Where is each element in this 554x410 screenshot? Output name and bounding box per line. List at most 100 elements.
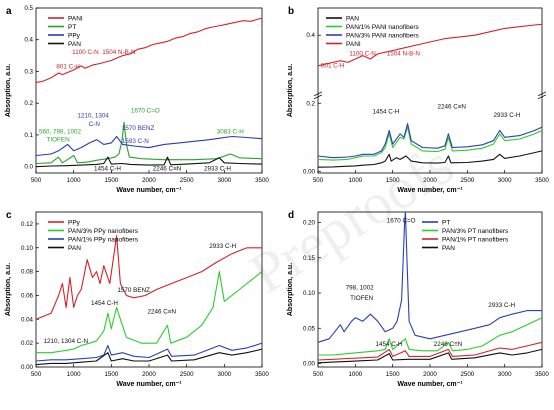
panel-a: 500 1000 1500 2000 2500 3000 3500 0.0 0.1 0.2 0.3 0…	[5, 5, 269, 194]
y-tick-label: 0.00	[303, 168, 316, 175]
legend-label: PAN/1% PT nanofibers	[442, 236, 509, 243]
x-tick-label: 1500	[386, 177, 400, 184]
y-tick-label: 0.15	[303, 255, 316, 262]
y-tick-label: 0.2	[306, 100, 315, 107]
x-tick-label: 3500	[535, 371, 549, 378]
series-line-pan-3-pani-nanofibers	[317, 123, 543, 159]
annotation-label: 560, 798, 1002	[39, 128, 82, 135]
y-tick-label: 0.5	[24, 5, 33, 12]
x-tick-label: 3000	[217, 371, 231, 378]
annotation-label: 1570 BENZ	[122, 125, 155, 132]
x-axis-title: Wave number, cm⁻¹	[397, 381, 463, 388]
annotation-label: 1504 N-B-N	[102, 49, 136, 56]
annotation-label: 1210, 1304 C-N	[44, 338, 89, 345]
annotation-label: 2933 C-H	[488, 302, 515, 309]
annotation-label: 1504 N-B-N	[387, 51, 421, 58]
series-line-pan	[35, 156, 263, 168]
y-tick-label: 0.0	[24, 164, 33, 171]
x-tick-label: 1500	[104, 371, 118, 378]
x-tick-label: 2000	[423, 371, 437, 378]
y-tick-label: 0.2	[24, 100, 33, 107]
legend-label: PT	[68, 24, 76, 31]
annotation-label: 2933 C-H	[204, 165, 231, 172]
legend-label: PT	[442, 219, 450, 226]
series-line-pan-1-pani-nanofibers	[317, 126, 543, 161]
legend-label: PPy	[68, 32, 81, 39]
y-tick-label: 0.00	[21, 364, 34, 371]
series-line-pan-3-ppy-nanofibers	[36, 271, 263, 354]
x-tick-label: 1000	[348, 371, 362, 378]
y-tick-label: 0.02	[21, 340, 34, 347]
x-tick-label: 2500	[180, 177, 194, 184]
x-tick-label: 2000	[142, 177, 156, 184]
series-line-pan-3-pt-nanofibers	[318, 317, 543, 356]
annotation-label: C-N	[89, 121, 101, 128]
annotation-label: 1210, 1304	[77, 112, 109, 119]
y-tick-label: 0.20	[303, 220, 316, 227]
y-tick-label: 0.04	[21, 316, 34, 323]
annotation-label: 1670 C=O	[387, 218, 416, 225]
annotation-label: 801 C-H	[321, 63, 345, 70]
series-line-pt	[35, 121, 263, 165]
x-tick-label: 1500	[386, 371, 400, 378]
axis-break-mark	[313, 94, 323, 100]
annotation-label: 1454 C-H	[91, 300, 118, 307]
annotation-label: 1100 C-N	[349, 51, 376, 58]
y-tick-label: 0.10	[303, 290, 316, 297]
legend-label: PAN/1% PPy nanofibers	[68, 236, 139, 243]
annotation-label: 1100 C-N	[72, 49, 99, 56]
legend-label: PANI	[68, 15, 83, 22]
y-axis-title: Absorption, a.u.	[5, 263, 12, 316]
series-line-pani	[35, 17, 263, 84]
x-tick-label: 3000	[498, 177, 512, 184]
annotation-label: 1570 BENZ	[117, 287, 150, 294]
series-line-pan	[317, 348, 543, 364]
panel-label: d	[288, 210, 294, 221]
x-axis-title: Wave number, cm⁻¹	[116, 187, 182, 194]
y-tick-label: 0.08	[21, 269, 34, 276]
annotation-label: 2246 C≡N	[437, 103, 466, 110]
annotation-label: 1454 C-H	[94, 165, 121, 172]
legend-label: PAN/1% PANI nanofibers	[346, 24, 419, 31]
series-line-pan-1-pt-nanofibers	[317, 341, 543, 361]
legend-label: PAN	[346, 15, 359, 22]
y-tick-label: 0.00	[303, 360, 316, 367]
x-tick-label: 1500	[104, 177, 118, 184]
x-tick-label: 2000	[423, 177, 437, 184]
annotation-label: 2933 C-H	[209, 243, 236, 250]
series-line-pt	[317, 211, 542, 343]
annotation-label: 798, 1002	[346, 285, 375, 292]
x-axis-title: Wave number, cm⁻¹	[116, 381, 182, 388]
annotation-label: 1454 C-H	[373, 108, 400, 115]
x-tick-label: 1000	[67, 371, 81, 378]
annotation-label: 1670 C=O	[131, 108, 160, 115]
legend-label: PAN/3% PT nanofibers	[442, 228, 509, 235]
legend-label: PAN	[68, 41, 81, 48]
x-tick-label: 500	[313, 371, 324, 378]
annotation-label: 2933 C-H	[493, 112, 520, 119]
panel-label: c	[6, 210, 12, 221]
x-tick-label: 500	[31, 177, 42, 184]
legend-label: PAN/3% PPy nanofibers	[68, 228, 139, 235]
annotation-label: 3083 C-H	[217, 128, 244, 135]
x-tick-label: 2000	[142, 371, 156, 378]
annotation-label: 801 C-H	[56, 63, 80, 70]
y-axis-title: Absorption, a.u.	[5, 64, 12, 117]
y-tick-label: 0.12	[21, 221, 34, 228]
y-axis-title: Absorption, a.u.	[287, 263, 294, 316]
axis-break-mark	[537, 91, 547, 97]
series-line-pan-1-ppy-nanofibers	[35, 342, 263, 362]
y-tick-label: 0.4	[306, 32, 315, 39]
panel-d: 500 1000 1500 2000 2500 3000 3500 0.00 0.05 0.10 0…	[287, 210, 549, 388]
legend-label: PAN	[442, 245, 455, 252]
panel-label: a	[6, 6, 12, 17]
legend-label: PANI	[346, 41, 361, 48]
legend-label: PAN/3% PANI nanofibers	[346, 32, 419, 39]
legend-label: PAN	[68, 245, 81, 252]
series-line-pan	[35, 348, 263, 366]
x-tick-label: 3500	[535, 177, 549, 184]
